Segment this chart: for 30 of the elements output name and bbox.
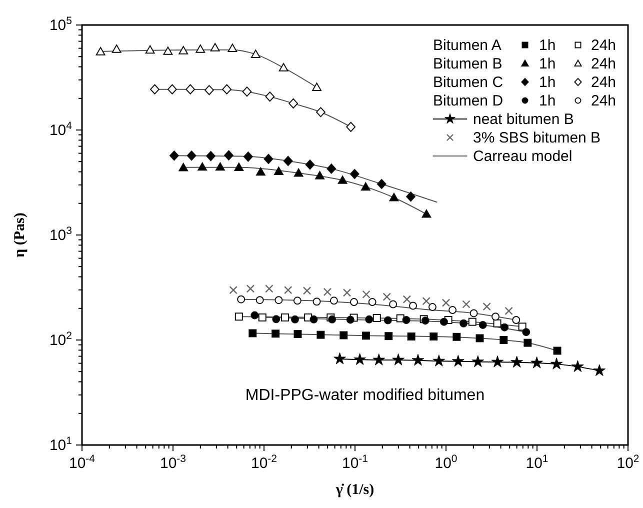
legend-label: 1h (539, 37, 556, 54)
legend-label: 1h (539, 74, 556, 91)
annotation: Bitumen A (433, 37, 502, 54)
legend-label: 1h (539, 92, 556, 110)
x-tick-label: 10$^{1}$ (526, 453, 548, 472)
legend-label: 24h (591, 92, 616, 110)
legend-label: Carreau model (473, 148, 572, 165)
annotation: MDI-PPG-water modified bitumen (245, 386, 485, 404)
x-tick-label: 10$^{-4}$ (68, 453, 96, 472)
x-tick-label: 10$^{0}$ (434, 453, 458, 472)
legend-label: 24h (591, 56, 616, 72)
legend-label: 24h (591, 37, 616, 54)
legend-label: 3% SBS bitumen B (473, 130, 601, 146)
annotation: Bitumen C (433, 74, 504, 91)
x-tick-label: 10$^{-3}$ (160, 453, 186, 472)
y-tick-label: 10$^{1}$ (49, 435, 72, 454)
y-tick-label: 10$^{4}$ (49, 120, 72, 139)
x-tick-label: 10$^{-1}$ (342, 453, 368, 472)
x-tick-label: 10$^{-2}$ (250, 453, 278, 472)
x-axis-title: γ̇ (1/s) (334, 482, 374, 498)
x-tick-label: 10$^{2}$ (616, 453, 640, 472)
legend-label: 24h (591, 74, 616, 91)
annotation: Bitumen B (433, 56, 502, 72)
legend-label: 1h (539, 56, 556, 72)
legend-label: neat bitumen B (473, 111, 574, 128)
annotation: Bitumen D (433, 92, 504, 110)
y-tick-label: 10$^{2}$ (49, 330, 72, 349)
y-tick-label: 10$^{5}$ (49, 15, 72, 34)
y-axis-title: η (Pas) (12, 212, 28, 258)
y-tick-label: 10$^{3}$ (49, 225, 72, 244)
